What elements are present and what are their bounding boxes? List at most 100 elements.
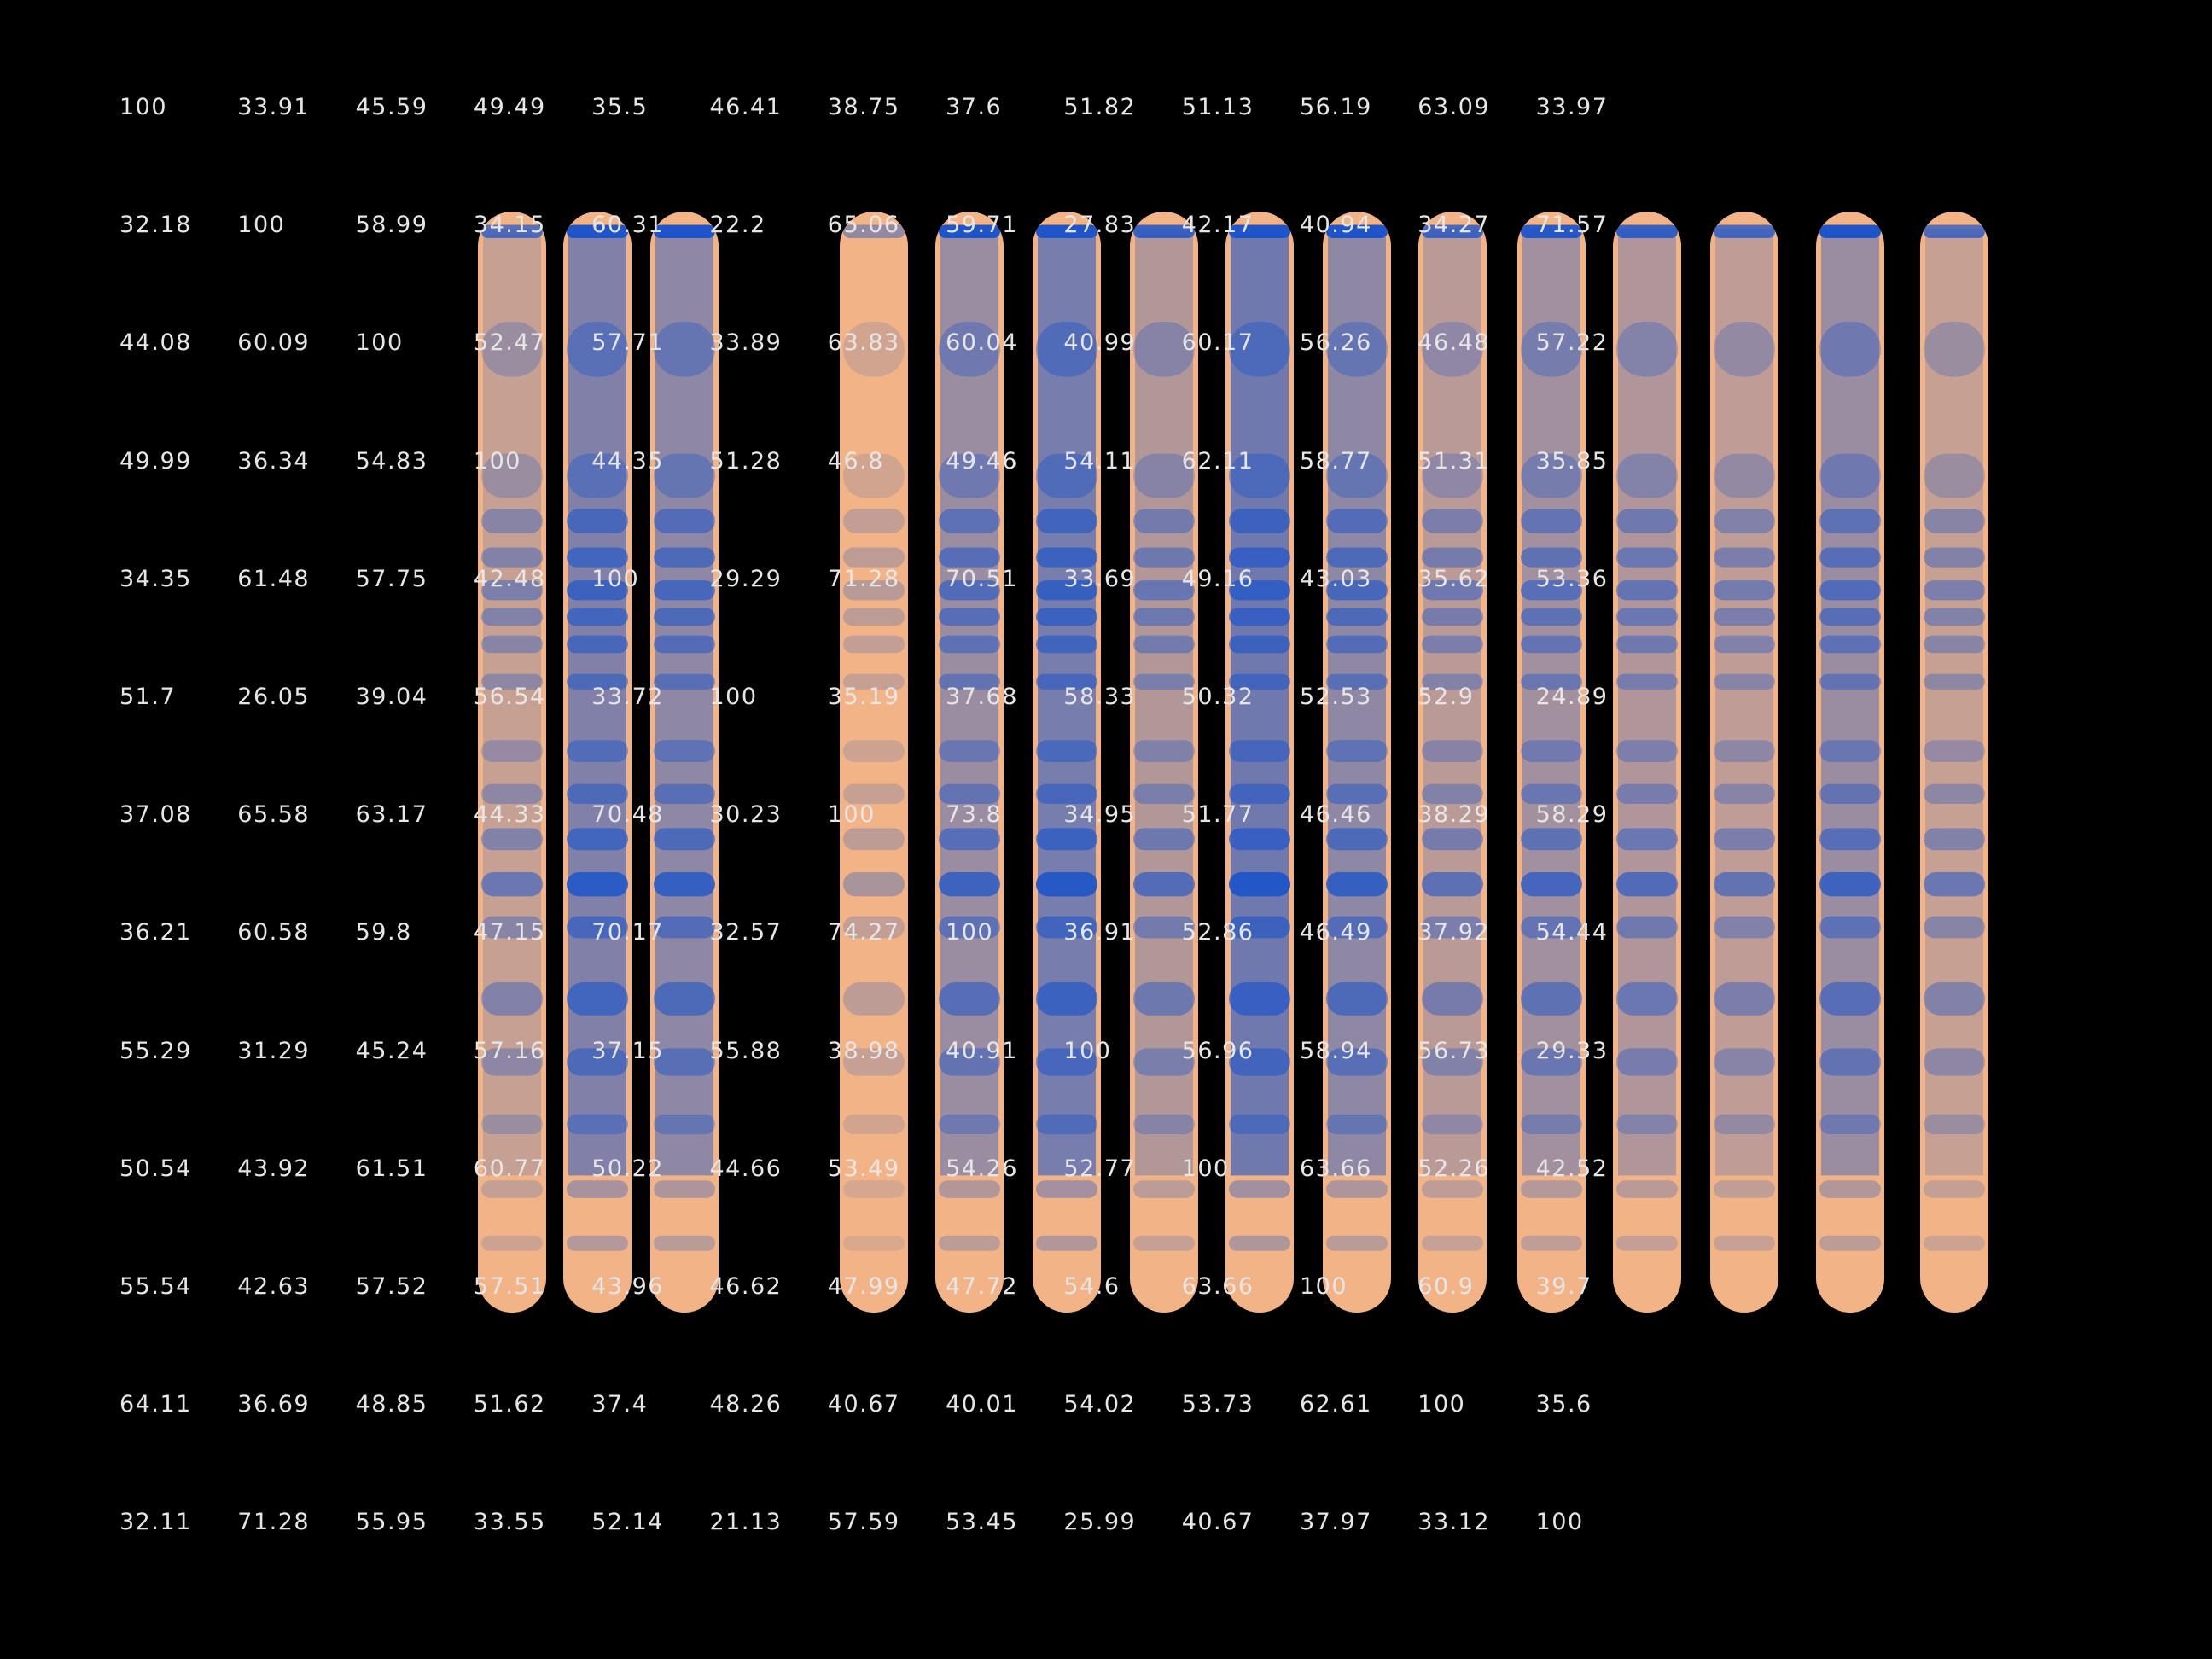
matrix-cell: 58.94 bbox=[1300, 1037, 1372, 1064]
gel-band bbox=[481, 547, 543, 568]
gel-band bbox=[1422, 547, 1483, 568]
matrix-cell: 47.72 bbox=[946, 1273, 1018, 1300]
gel-band bbox=[1229, 1235, 1290, 1251]
gel-band bbox=[1326, 635, 1388, 654]
gel-band bbox=[1521, 982, 1582, 1016]
gel-band bbox=[1036, 509, 1097, 533]
gel-band bbox=[1036, 322, 1097, 377]
gel-band bbox=[939, 547, 1000, 568]
gel-band bbox=[1326, 872, 1388, 897]
gel-band bbox=[1819, 783, 1881, 805]
gel-band bbox=[843, 453, 905, 498]
gel-band bbox=[1036, 916, 1097, 939]
gel-band bbox=[481, 635, 543, 654]
matrix-cell: 57.59 bbox=[827, 1509, 900, 1536]
gel-band bbox=[481, 608, 543, 626]
gel-band bbox=[567, 828, 628, 851]
matrix-cell: 39.04 bbox=[355, 684, 428, 710]
matrix-cell: 37.92 bbox=[1417, 919, 1491, 946]
gel-band bbox=[1229, 872, 1290, 897]
gel-band bbox=[1714, 1180, 1775, 1198]
gel-band bbox=[1326, 608, 1388, 626]
gel-band bbox=[1326, 740, 1388, 762]
gel-band bbox=[654, 580, 715, 601]
gel-band bbox=[1422, 916, 1483, 939]
gel-band bbox=[654, 608, 715, 626]
matrix-cell: 21.13 bbox=[709, 1509, 783, 1536]
gel-band bbox=[1819, 1048, 1881, 1076]
gel-band bbox=[939, 872, 1000, 897]
matrix-cell: 45.59 bbox=[355, 94, 428, 120]
matrix-cell: 70.17 bbox=[591, 919, 664, 946]
gel-lane bbox=[563, 212, 632, 1313]
matrix-cell: 63.66 bbox=[1300, 1155, 1372, 1182]
gel-lane bbox=[1225, 212, 1294, 1313]
matrix-cell: 46.49 bbox=[1300, 919, 1372, 946]
gel-band bbox=[1924, 916, 1985, 939]
gel-band bbox=[843, 673, 905, 690]
gel-band bbox=[843, 1048, 905, 1076]
gel-band bbox=[1229, 783, 1290, 805]
gel-band bbox=[939, 635, 1000, 654]
matrix-cell: 42.17 bbox=[1181, 212, 1254, 239]
gel-band bbox=[1422, 635, 1483, 654]
gel-band bbox=[1229, 982, 1290, 1016]
matrix-cell: 37.6 bbox=[946, 94, 1003, 120]
matrix-cell: 40.94 bbox=[1300, 212, 1372, 239]
gel-band bbox=[567, 1114, 628, 1135]
gel-band bbox=[567, 872, 628, 897]
gel-band bbox=[1819, 1114, 1881, 1135]
gel-band bbox=[1229, 224, 1290, 238]
gel-band bbox=[1326, 1114, 1388, 1135]
gel-band bbox=[1422, 608, 1483, 626]
gel-band bbox=[1133, 783, 1195, 805]
matrix-cell: 100 bbox=[237, 212, 286, 239]
matrix-cell: 74.27 bbox=[827, 919, 900, 946]
gel-band bbox=[567, 673, 628, 690]
gel-band bbox=[1924, 872, 1985, 897]
gel-band bbox=[1133, 1180, 1195, 1198]
gel-band bbox=[1521, 608, 1582, 626]
gel-band bbox=[939, 509, 1000, 533]
matrix-cell: 62.11 bbox=[1181, 447, 1254, 474]
gel-band bbox=[939, 1114, 1000, 1135]
gel-band bbox=[1521, 580, 1582, 601]
gel-band bbox=[1326, 982, 1388, 1016]
matrix-cell: 46.62 bbox=[709, 1273, 783, 1300]
gel-band bbox=[1229, 740, 1290, 762]
matrix-cell: 100 bbox=[827, 801, 876, 829]
gel-band bbox=[1924, 509, 1985, 533]
gel-band bbox=[939, 740, 1000, 762]
matrix-cell: 70.51 bbox=[946, 565, 1018, 592]
gel-band bbox=[1133, 828, 1195, 851]
gel-band bbox=[1819, 224, 1881, 238]
gel-band bbox=[1229, 673, 1290, 690]
matrix-cell: 62.61 bbox=[1300, 1391, 1372, 1418]
matrix-cell: 100 bbox=[1417, 1391, 1466, 1418]
gel-band bbox=[843, 872, 905, 897]
matrix-cell: 51.28 bbox=[709, 447, 783, 474]
matrix-cell: 57.75 bbox=[355, 565, 428, 592]
gel-band bbox=[1326, 916, 1388, 939]
matrix-cell: 32.11 bbox=[119, 1509, 192, 1536]
gel-band bbox=[1714, 673, 1775, 690]
gel-band bbox=[1521, 916, 1582, 939]
gel-band bbox=[1229, 1180, 1290, 1198]
matrix-cell: 35.85 bbox=[1535, 447, 1609, 474]
gel-band bbox=[567, 547, 628, 568]
gel-band bbox=[939, 1235, 1000, 1251]
matrix-cell: 37.68 bbox=[946, 684, 1018, 710]
gel-band bbox=[654, 635, 715, 654]
gel-band bbox=[843, 580, 905, 601]
gel-band bbox=[1133, 547, 1195, 568]
gel-band bbox=[1616, 982, 1678, 1016]
matrix-cell: 40.99 bbox=[1063, 329, 1137, 357]
matrix-cell: 100 bbox=[1063, 1037, 1112, 1064]
gel-band bbox=[1422, 982, 1483, 1016]
matrix-cell: 34.95 bbox=[1063, 801, 1137, 829]
matrix-cell: 60.9 bbox=[1417, 1273, 1475, 1300]
gel-band bbox=[1521, 547, 1582, 568]
gel-band bbox=[1133, 1235, 1195, 1251]
gel-band bbox=[1924, 547, 1985, 568]
matrix-cell: 36.21 bbox=[119, 919, 192, 946]
